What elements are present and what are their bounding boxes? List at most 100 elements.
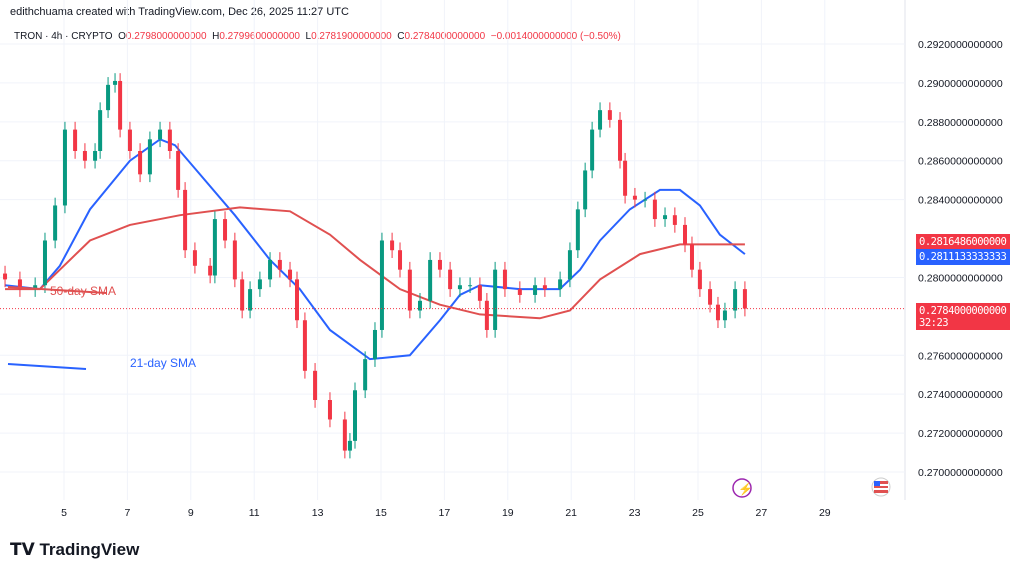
sma21-annotation: 21-day SMA [130,356,196,370]
candle-body [575,209,580,251]
x-tick-label: 27 [756,507,768,519]
x-tick-label: 29 [819,507,831,519]
candle-body [542,285,547,290]
sma21-price-tag: 0.2811133333333 [916,249,1010,265]
candle-body [468,285,473,287]
x-tick-label: 25 [692,507,704,519]
candle-body [313,370,318,401]
candle-body [623,160,628,196]
last-price: 0.2784000000000 [919,305,1007,317]
candle-body [147,139,152,175]
candle-body [113,80,118,85]
candle-body [208,265,213,276]
sma50-price-tag: 0.2816486000000 [916,234,1010,250]
candle-body [42,240,47,286]
candle-body [33,285,38,290]
candle-body [598,110,603,130]
candle-body [632,195,637,200]
candle-body [363,359,368,391]
x-tick-label: 21 [565,507,577,519]
candle-body [106,84,111,111]
candle-body [248,289,253,311]
last-price-tag: 0.2784000000000 32:23 [916,303,1010,330]
us-flag-icon[interactable] [871,477,891,497]
candle-body [437,259,442,270]
open-value: 0.2798000000000 [125,31,207,42]
candle-body [689,244,694,270]
candle-body [558,279,563,290]
replay-icon[interactable]: ⚡ [732,478,753,498]
logo-icon: 𝗧𝗩 [10,540,40,559]
candle-body [327,400,332,420]
svg-text:⚡: ⚡ [738,482,753,496]
candle-body [517,289,522,295]
x-tick-label: 17 [439,507,451,519]
candle-body [288,269,293,280]
low-label: L [305,31,312,42]
sma21-annotation-line [7,363,87,370]
y-tick-label: 0.2740000000000 [918,389,1003,401]
candle-body [407,269,412,311]
candle-body [742,289,747,309]
candle-body [643,199,648,201]
candle-body [167,129,172,151]
candle-body [697,269,702,290]
candle-body [652,199,657,220]
candle-body [379,240,384,330]
x-tick-label: 5 [61,507,67,519]
candle-body [232,240,237,280]
low-value: 0.2781900000000 [311,31,392,42]
candle-body [62,129,67,206]
y-tick-label: 0.2700000000000 [918,467,1003,479]
candle-body [98,110,103,151]
candle-body [268,259,273,280]
candle-body [663,215,668,220]
candle-body [347,440,352,451]
symbol: TRON · 4h · CRYPTO [14,31,113,42]
candle-body [192,250,197,266]
candle-body [607,110,612,120]
y-tick-label: 0.2900000000000 [918,78,1003,90]
candle-body [138,150,143,175]
y-tick-label: 0.2840000000000 [918,195,1003,207]
tradingview-logo[interactable]: 𝗧𝗩 TradingView [10,540,139,560]
bar-countdown: 32:23 [919,317,949,329]
y-tick-label: 0.2760000000000 [918,350,1003,362]
candle-body [176,150,181,190]
high-label: H [212,31,220,42]
candle-body [158,129,163,140]
candle-body [212,219,217,276]
close-label: C [397,31,405,42]
sma50-line [5,206,745,320]
candle-body [17,279,22,290]
x-tick-label: 15 [375,507,387,519]
candle-body [93,150,98,161]
candle-body [73,129,78,151]
y-tick-label: 0.2800000000000 [918,272,1003,284]
high-value: 0.2799600000000 [219,31,300,42]
candle-body [183,189,188,251]
candle-body [683,224,688,245]
candle-body [302,320,307,371]
x-tick-label: 13 [312,507,324,519]
candle-body [502,269,507,290]
candle-body [257,279,262,290]
brand-name: TradingView [39,540,140,559]
x-tick-label: 11 [249,507,260,519]
x-tick-label: 9 [188,507,194,519]
x-tick-label: 19 [502,507,514,519]
candle-body [428,259,433,301]
candle-body [3,273,8,280]
candle-body [372,329,377,360]
candle-body [618,119,623,161]
candle-body [583,170,588,210]
candle-body [672,215,677,225]
y-tick-label: 0.2860000000000 [918,156,1003,168]
sma50-annotation-line [7,286,107,294]
candle-body [533,285,538,295]
candle-body [223,219,228,241]
candle-body [294,279,299,321]
candle-body [240,279,245,311]
candle-body [484,300,489,330]
